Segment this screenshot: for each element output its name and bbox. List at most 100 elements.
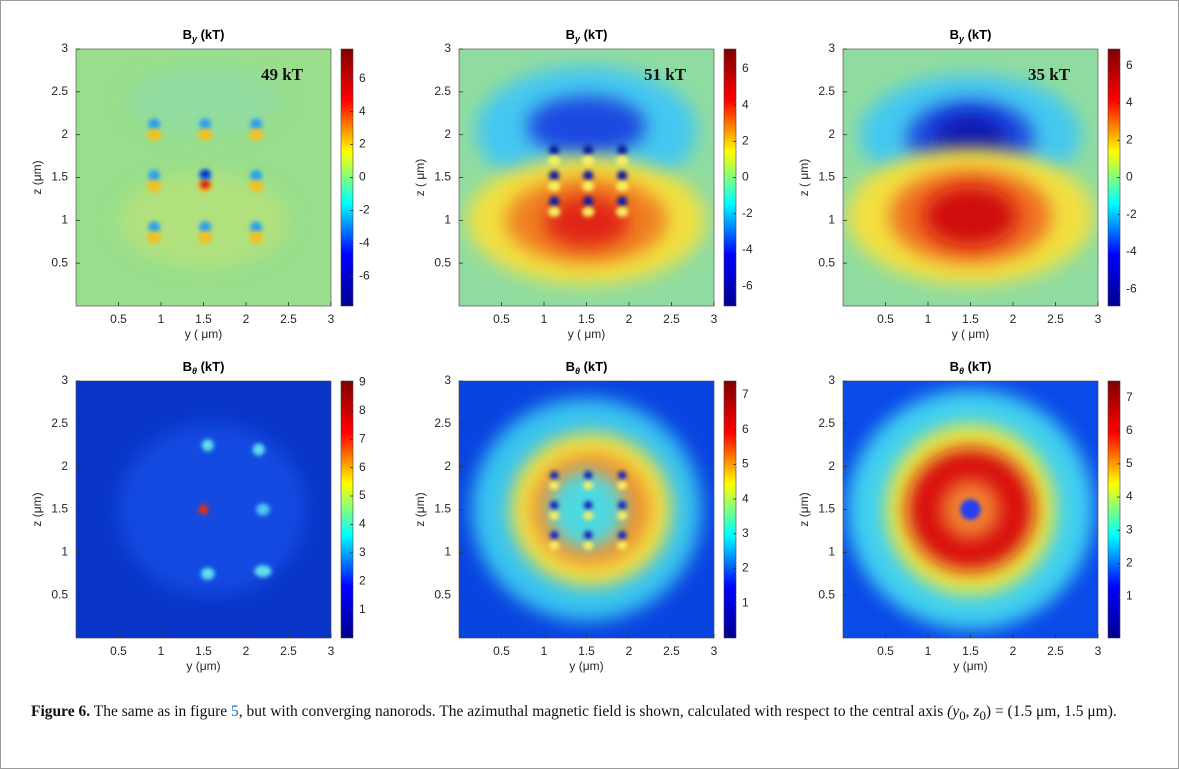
- panel: By (kT) 51 kT 0.5 1 1.5 2 2.5 3 0.5 1 1.5 2 2.5 3 y ( …: [413, 27, 753, 341]
- x-axis-label: y (μm): [953, 659, 987, 673]
- colorbar-tick-label: 9: [359, 375, 366, 389]
- x-tick-label: 1.5: [578, 644, 595, 658]
- annotation: 49 kT: [261, 65, 304, 84]
- heatmap-feature: [148, 118, 161, 131]
- y-axis-label: z ( μm): [797, 159, 811, 197]
- panel-title: By (kT): [566, 27, 608, 44]
- heatmap-feature: [147, 231, 162, 244]
- panel: By (kT) 35 kT 0.5 1 1.5 2 2.5 3 0.5 1 1.5 2 2.5 3 y ( …: [797, 27, 1137, 341]
- heatmap-feature: [544, 196, 629, 248]
- colorbar-tick-label: 5: [1126, 456, 1133, 470]
- heatmap-feature: [617, 170, 628, 181]
- heatmap-feature: [250, 221, 263, 234]
- panel-title: Bθ (kT): [183, 359, 225, 376]
- heatmap-feature: [617, 511, 628, 520]
- y-tick-label: 1: [444, 545, 451, 559]
- y-tick-label: 2.5: [818, 84, 835, 98]
- caption-math: ) = (1.5 μm, 1.5 μm).: [985, 703, 1117, 720]
- y-tick-label: 2.5: [51, 84, 68, 98]
- colorbar-tick-label: 4: [1126, 489, 1133, 503]
- colorbar-tick-label: 6: [742, 422, 749, 436]
- x-tick-label: 2.5: [663, 312, 680, 326]
- x-tick-label: 2: [1010, 312, 1017, 326]
- colorbar-tick-label: 0: [742, 170, 749, 184]
- heatmap-feature: [118, 173, 289, 268]
- y-tick-label: 0.5: [51, 587, 68, 601]
- colorbar-tick-label: -4: [742, 242, 753, 256]
- heatmap: [459, 381, 714, 638]
- x-tick-label: 1.5: [962, 312, 979, 326]
- x-tick-label: 3: [328, 644, 335, 658]
- colorbar-tick-label: 8: [359, 403, 366, 417]
- heatmap-feature: [200, 180, 211, 189]
- title-sub: y: [958, 34, 965, 44]
- x-tick-label: 3: [1095, 644, 1102, 658]
- heatmap: [76, 381, 331, 638]
- y-tick-label: 2: [61, 459, 68, 473]
- colorbar-tick-label: 2: [359, 137, 366, 151]
- y-tick-label: 2: [444, 459, 451, 473]
- caption-ref[interactable]: 5: [231, 703, 239, 720]
- y-axis-label: z ( μm): [413, 159, 427, 197]
- heatmap-feature: [198, 231, 213, 244]
- heatmap-feature: [617, 196, 628, 207]
- x-tick-label: 2.5: [1047, 312, 1064, 326]
- x-tick-label: 1.5: [962, 644, 979, 658]
- title-unit: (kT): [580, 359, 607, 374]
- heatmap-feature: [583, 470, 593, 480]
- caption-text: , but with converging nanorods. The azim…: [238, 703, 948, 720]
- colorbar-tick-label: -2: [359, 203, 370, 217]
- x-tick-label: 0.5: [877, 312, 894, 326]
- title-sub: θ: [959, 366, 964, 376]
- caption: Figure 6. The same as in figure 5, but w…: [31, 701, 1151, 727]
- y-tick-label: 0.5: [51, 255, 68, 269]
- x-tick-label: 2.5: [1047, 644, 1064, 658]
- annotation: 51 kT: [644, 65, 687, 84]
- caption-math: 0: [959, 708, 966, 724]
- x-tick-label: 1: [158, 644, 165, 658]
- heatmap-feature: [549, 500, 559, 510]
- heatmap-feature: [583, 170, 594, 181]
- heatmap: [76, 49, 331, 306]
- y-tick-label: 2.5: [434, 84, 451, 98]
- heatmap-feature: [617, 481, 628, 490]
- panel-title: By (kT): [183, 27, 225, 44]
- heatmap-feature: [583, 500, 593, 510]
- heatmap-feature: [549, 196, 560, 207]
- x-tick-label: 0.5: [493, 312, 510, 326]
- heatmap-feature: [200, 567, 215, 580]
- y-tick-label: 1: [828, 213, 835, 227]
- y-axis-label: z (μm): [30, 492, 44, 526]
- heatmap-feature: [582, 180, 595, 192]
- y-axis-label: z (μm): [30, 160, 44, 194]
- heatmap-feature: [923, 186, 1018, 247]
- annotation: 35 kT: [1028, 65, 1071, 84]
- heatmap-feature: [147, 180, 162, 193]
- heatmap-feature: [549, 481, 560, 490]
- heatmap: [843, 49, 1098, 306]
- x-tick-label: 3: [711, 312, 718, 326]
- colorbar-tick-label: 6: [1126, 423, 1133, 437]
- caption-math: 0: [979, 708, 986, 724]
- y-tick-label: 0.5: [818, 255, 835, 269]
- heatmap-feature: [199, 118, 212, 131]
- panel: By (kT) 49 kT 0.5 1 1.5 2 2.5 3 0.5 1 1.5 2 2.5 3 y ( …: [30, 27, 370, 341]
- heatmap-feature: [249, 180, 264, 193]
- heatmap-feature: [548, 206, 561, 217]
- heatmap-feature: [583, 541, 594, 550]
- caption-math: (y: [947, 703, 960, 720]
- y-tick-label: 2: [828, 127, 835, 141]
- x-tick-label: 1.5: [578, 312, 595, 326]
- y-tick-label: 2: [61, 127, 68, 141]
- x-tick-label: 2.5: [280, 312, 297, 326]
- heatmap-feature: [549, 170, 560, 181]
- colorbar-tick-label: 1: [359, 602, 366, 616]
- x-tick-label: 2: [626, 644, 633, 658]
- heatmap-feature: [250, 118, 263, 131]
- panel: Bθ (kT) 0.5 1 1.5 2 2.5 3 0.5 1 1.5 2 2.5 3 y (μm) z (…: [30, 359, 366, 673]
- heatmap-feature: [549, 541, 560, 550]
- y-tick-label: 2: [444, 127, 451, 141]
- title-main: B: [950, 27, 959, 42]
- y-tick-label: 1.5: [51, 502, 68, 516]
